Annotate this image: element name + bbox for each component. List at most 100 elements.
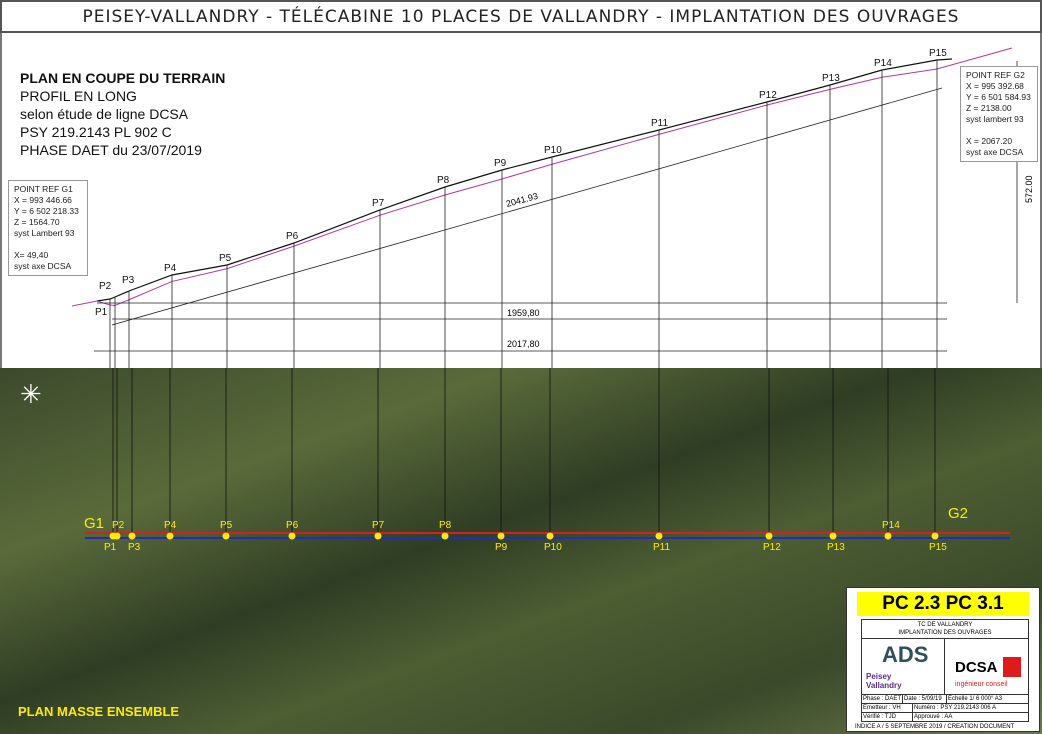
map-pylon-label: P3 bbox=[128, 542, 141, 553]
pylon-label-p3: P3 bbox=[122, 275, 135, 286]
terrain-line bbox=[71, 47, 1013, 307]
dcsa-logo: DCSA bbox=[955, 659, 998, 676]
dim-slope: 2041.93 bbox=[505, 191, 539, 209]
pylon-marker bbox=[166, 532, 174, 540]
long-profile: P1 P2 P3 P4 P5 P6 P7 P8 P9 P10 P11 P12 P13 P14 P15 1959… bbox=[0, 33, 1042, 368]
pylon-label-p11: P11 bbox=[651, 118, 668, 129]
pylon-marker bbox=[655, 532, 663, 540]
map-pylon-label: P6 bbox=[286, 520, 299, 531]
ref-line: X = 2067.20 bbox=[966, 136, 1013, 146]
pylon-label-p7: P7 bbox=[372, 198, 385, 209]
ref-line: POINT REF G2 bbox=[966, 70, 1025, 80]
pylon-marker bbox=[441, 532, 449, 540]
dim-height: 572.00 bbox=[1024, 175, 1034, 203]
pylon-marker bbox=[222, 532, 230, 540]
scale: Echelle 1/ 6 000° A3 bbox=[946, 695, 1028, 703]
ads-logo: ADS bbox=[882, 642, 929, 667]
map-pylon-label: P14 bbox=[882, 520, 900, 531]
info-line: PSY 219.2143 PL 902 C bbox=[20, 124, 172, 140]
number: Numéro : PSY 219.2143 006 A bbox=[912, 704, 1028, 712]
ref-line: X = 995 392.68 bbox=[966, 81, 1024, 91]
ref-point-g2: POINT REF G2 X = 995 392.68 Y = 6 501 584.… bbox=[960, 66, 1038, 162]
ref-line: Y = 6 501 584.93 bbox=[966, 92, 1031, 102]
peisey-logo: Peisey Vallandry bbox=[866, 672, 902, 690]
pylon-label-p12: P12 bbox=[759, 90, 777, 101]
cartouche-box: TC DE VALLANDRY IMPLANTATION DES OUVRAGE… bbox=[861, 619, 1029, 722]
map-pylon-label: P7 bbox=[372, 520, 385, 531]
map-pylon-label: P4 bbox=[164, 520, 177, 531]
map-pylon-label: P13 bbox=[827, 542, 845, 553]
pylon-marker bbox=[931, 532, 939, 540]
station-g1-label: G1 bbox=[84, 515, 104, 532]
pylon-marker bbox=[374, 532, 382, 540]
map-pylon-label: P2 bbox=[112, 520, 125, 531]
north-arrow-icon: ✳ bbox=[20, 379, 42, 409]
dcsa-mark-icon bbox=[1003, 657, 1021, 677]
dim-total: 2017,80 bbox=[507, 339, 540, 349]
pylon-marker bbox=[288, 532, 296, 540]
ref-line: X= 49,40 bbox=[14, 250, 49, 260]
pylon-marker bbox=[829, 532, 837, 540]
pylon-label-p15: P15 bbox=[929, 48, 947, 59]
pylon-marker bbox=[128, 532, 136, 540]
chord-line bbox=[111, 87, 943, 326]
pylon-marker bbox=[546, 532, 554, 540]
revision-index: INDICE A / 5 SEPTEMBRE 2019 / CREATION D… bbox=[855, 724, 1015, 730]
map-pylon-label: P15 bbox=[929, 542, 947, 553]
info-line: selon étude de ligne DCSA bbox=[20, 106, 189, 122]
ref-line: syst axe DCSA bbox=[14, 261, 72, 271]
pylon-label-p9: P9 bbox=[494, 158, 507, 169]
pylon-marker bbox=[113, 532, 121, 540]
pylon-label-p10: P10 bbox=[544, 145, 562, 156]
info-line: PROFIL EN LONG bbox=[20, 88, 137, 104]
station-g2-label: G2 bbox=[948, 505, 968, 522]
map-pylon-label: P5 bbox=[220, 520, 233, 531]
emitter: Emetteur : VH bbox=[863, 705, 901, 711]
pylon-label-p14: P14 bbox=[874, 58, 892, 69]
ref-line bbox=[966, 125, 1032, 136]
pylon-marker bbox=[497, 532, 505, 540]
ref-line: X = 993 446.66 bbox=[14, 195, 72, 205]
pylon-label-p2: P2 bbox=[99, 281, 112, 292]
verified: Vérifié : TJD bbox=[863, 714, 896, 720]
ref-line: Z = 1564.70 bbox=[14, 217, 60, 227]
map-pylon-label: P9 bbox=[495, 542, 508, 553]
map-pylon-label: P12 bbox=[763, 542, 781, 553]
dcsa-subtitle: ingénieur conseil bbox=[955, 681, 1008, 688]
title-block: PC 2.3 PC 3.1 TC DE VALLANDRY IMPLANTATI… bbox=[846, 587, 1040, 732]
pylon-marker bbox=[765, 532, 773, 540]
phase: Phase : DAET bbox=[863, 696, 902, 702]
info-line: PHASE DAET du 23/07/2019 bbox=[20, 142, 202, 158]
pylon-label-p6: P6 bbox=[286, 231, 299, 242]
profile-info: PLAN EN COUPE DU TERRAIN PROFIL EN LONG … bbox=[20, 69, 225, 159]
pylon-label-p5: P5 bbox=[219, 253, 232, 264]
ref-line: POINT REF G1 bbox=[14, 184, 73, 194]
pc-reference: PC 2.3 PC 3.1 bbox=[857, 592, 1029, 616]
pylon-label-p13: P13 bbox=[822, 73, 840, 84]
map-pylon-label: P8 bbox=[439, 520, 452, 531]
ref-line: syst Lambert 93 bbox=[14, 228, 75, 238]
ref-line: Z = 2138.00 bbox=[966, 103, 1012, 113]
dim-horizontal: 1959,80 bbox=[507, 308, 540, 318]
pylon-label-p1: P1 bbox=[95, 307, 108, 318]
cartouche-title: TC DE VALLANDRY bbox=[917, 622, 973, 628]
map-pylon-label: P10 bbox=[544, 542, 562, 553]
info-line: PLAN EN COUPE DU TERRAIN bbox=[20, 70, 226, 86]
map-pylon-label: P11 bbox=[653, 542, 670, 553]
pylon-marker bbox=[884, 532, 892, 540]
ref-line: Y = 6 502 218.33 bbox=[14, 206, 79, 216]
pylon-label-p8: P8 bbox=[437, 175, 450, 186]
drawing-title: PEISEY-VALLANDRY - TÉLÉCABINE 10 PLACES … bbox=[0, 0, 1042, 33]
map-pylon-label: P1 bbox=[104, 542, 117, 553]
date: Date : 5/09/19 bbox=[902, 695, 946, 703]
approved: Approuvé : AA bbox=[912, 713, 1028, 721]
ref-line bbox=[14, 239, 82, 250]
ref-line: syst lambert 93 bbox=[966, 114, 1024, 124]
map-label: PLAN MASSE ENSEMBLE bbox=[18, 704, 180, 719]
cartouche-subtitle: IMPLANTATION DES OUVRAGES bbox=[898, 630, 992, 636]
ref-point-g1: POINT REF G1 X = 993 446.66 Y = 6 502 218.… bbox=[8, 180, 88, 276]
profile-drawing: P1 P2 P3 P4 P5 P6 P7 P8 P9 P10 P11 P12 P13 P14 P15 1959… bbox=[71, 47, 1034, 368]
pylon-label-p4: P4 bbox=[164, 263, 177, 274]
ref-line: syst axe DCSA bbox=[966, 147, 1024, 157]
